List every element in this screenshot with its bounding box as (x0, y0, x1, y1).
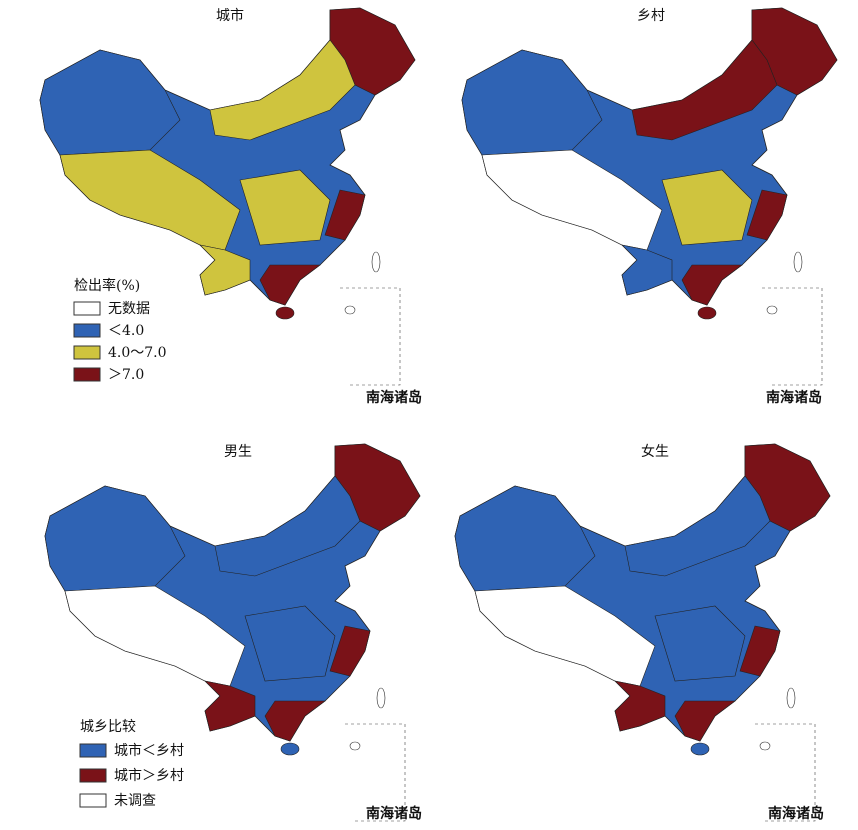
province (454, 485, 596, 592)
province (44, 485, 186, 592)
inset-island (759, 741, 771, 751)
china-map (454, 443, 831, 822)
province (244, 605, 336, 682)
legend-swatch (73, 345, 101, 360)
inset-frame (340, 287, 401, 386)
province (324, 189, 366, 241)
legend-label: ＜4.0 (108, 323, 144, 339)
province (621, 244, 673, 296)
china-map (461, 7, 838, 386)
legend-label: ＞7.0 (108, 367, 144, 383)
province (746, 189, 788, 241)
province (461, 49, 603, 156)
china-map (39, 7, 416, 386)
legend-swatch (79, 743, 107, 758)
province (739, 625, 781, 677)
legend-swatch (73, 367, 101, 382)
hainan (280, 742, 300, 756)
legend-label: 城市＞乡村 (114, 767, 184, 784)
legend-rate: 检出率(%) 无数据 ＜4.0 4.0～7.0 ＞7.0 (73, 277, 167, 383)
inset-island (349, 741, 361, 751)
legend-compare: 城乡比较 城市＜乡村 城市＞乡村 未调查 (79, 719, 184, 809)
province (329, 625, 371, 677)
inset-label: 南海诸岛 (366, 389, 422, 406)
inset-island (766, 305, 778, 315)
panel-title: 女生 (641, 443, 669, 460)
inset-frame (762, 287, 823, 386)
taiwan (786, 687, 796, 709)
province (614, 680, 666, 732)
taiwan (376, 687, 386, 709)
hainan (697, 306, 717, 320)
maps (39, 7, 838, 822)
province (204, 680, 256, 732)
legend-label: 无数据 (108, 301, 150, 317)
inset-label: 南海诸岛 (768, 805, 824, 822)
inset-label: 南海诸岛 (366, 805, 422, 822)
province (214, 475, 361, 577)
province (681, 264, 743, 306)
inset-frame (755, 723, 816, 822)
province (259, 264, 321, 306)
china-map (44, 443, 421, 822)
province (661, 169, 753, 246)
legend-label: 城市＜乡村 (114, 742, 184, 759)
inset-label: 南海诸岛 (766, 389, 822, 406)
hainan (275, 306, 295, 320)
legend-swatch (79, 768, 107, 783)
taiwan (371, 251, 381, 273)
legend-label: 未调查 (114, 793, 156, 809)
legend-swatch (79, 793, 107, 808)
inset-island (344, 305, 356, 315)
province (39, 49, 181, 156)
panel-title: 男生 (224, 444, 252, 460)
legend-swatch (73, 301, 101, 316)
province (631, 39, 778, 141)
province (199, 244, 251, 296)
panel-title: 城市 (216, 7, 244, 24)
province (654, 605, 746, 682)
legend-title: 检出率(%) (74, 277, 140, 294)
legend-title: 城乡比较 (80, 719, 136, 735)
province (624, 475, 771, 577)
hainan (690, 742, 710, 756)
taiwan (793, 251, 803, 273)
legend-label: 4.0～7.0 (108, 345, 167, 361)
panel-title: 乡村 (637, 8, 665, 24)
province (239, 169, 331, 246)
province (264, 700, 326, 742)
province (674, 700, 736, 742)
province (209, 39, 356, 141)
legend-swatch (73, 323, 101, 338)
inset-frame (345, 723, 406, 822)
